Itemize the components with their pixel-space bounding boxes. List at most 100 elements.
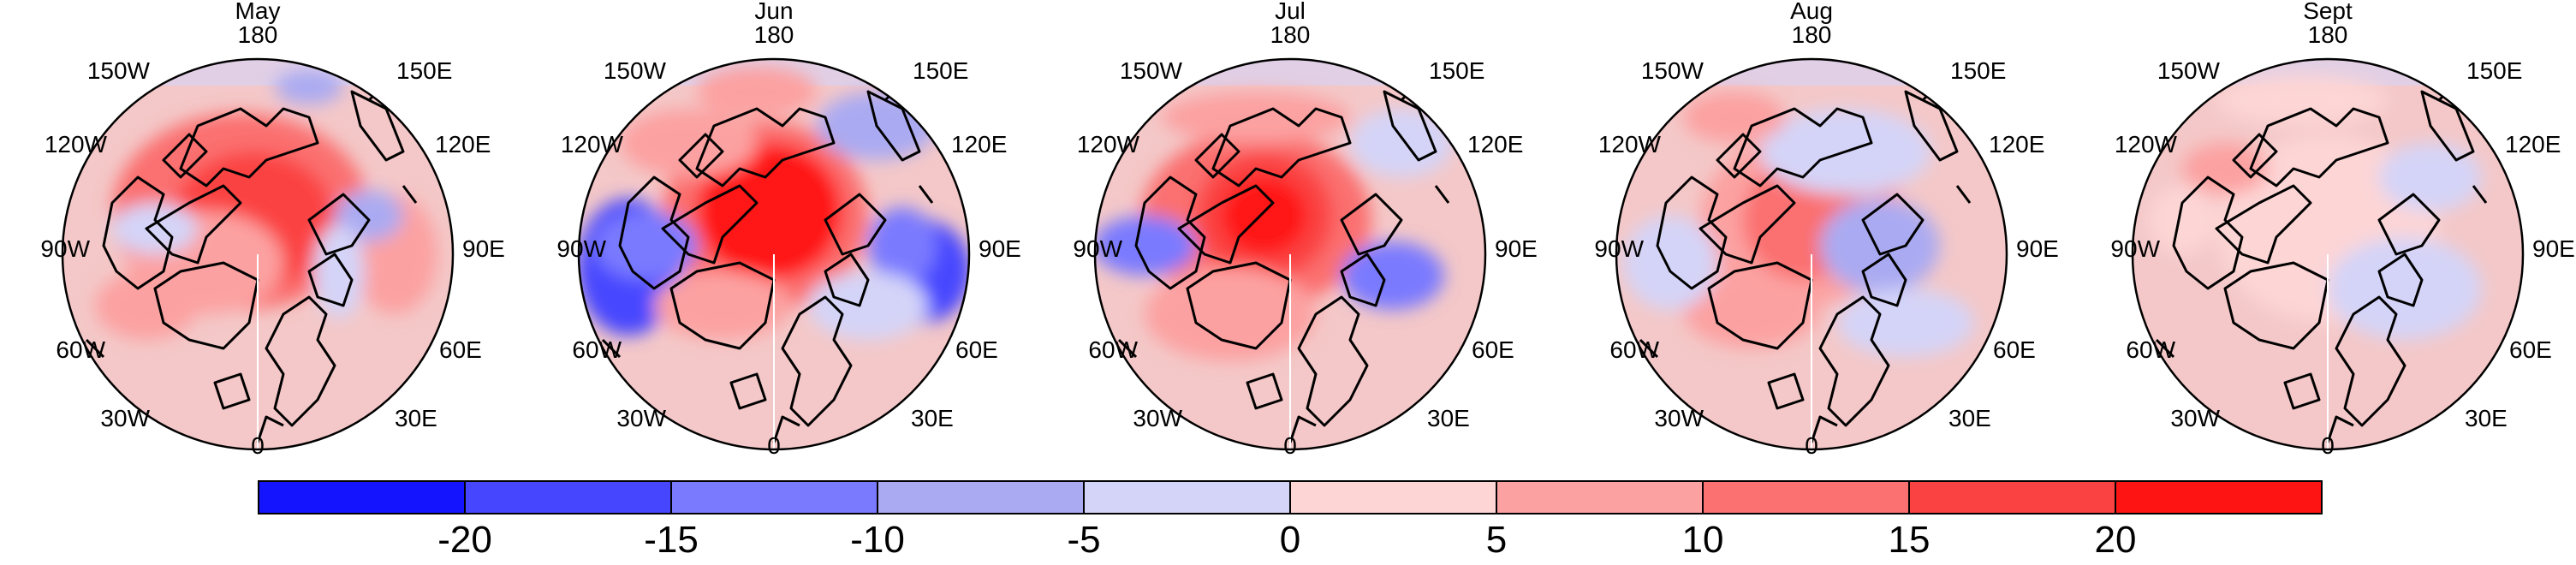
longitude-label-right: 90E bbox=[2532, 235, 2575, 262]
anomaly-blob bbox=[2182, 143, 2268, 194]
map-panel-aug: Aug 180 150W 150E 120W 120E 90W 90E 60W 60E 30W 30E… bbox=[1594, 0, 2130, 462]
coastlines bbox=[1117, 81, 1450, 443]
colorbar-tick-label: -20 bbox=[437, 519, 492, 561]
anomaly-blob bbox=[2216, 74, 2388, 126]
longitude-label-lower-left: 30W bbox=[2170, 405, 2220, 431]
maps-row: May 180 150W 150E 120W 120E 90W 90E 60W 60E 30W 30E… bbox=[40, 0, 2576, 462]
map-boundary bbox=[1093, 57, 1487, 451]
longitude-label-bottom: 0 bbox=[1283, 432, 1297, 459]
longitude-label-top: 180 bbox=[2308, 21, 2348, 48]
longitude-label-upper-left: 150W bbox=[87, 57, 151, 84]
anomaly-blob bbox=[2328, 237, 2482, 340]
anomaly-blob bbox=[1095, 216, 1196, 276]
longitude-label-top: 180 bbox=[238, 21, 278, 48]
map-panel-may: May 180 150W 150E 120W 120E 90W 90E 60W 60E 30W 30E… bbox=[40, 0, 576, 462]
colorbar-tick-label: 0 bbox=[1280, 519, 1300, 561]
colorbar-tick-label: -15 bbox=[644, 519, 699, 561]
map-panel-sept: Sept 180 150W 150E 120W 120E 90W 90E 60W 60E 30W 30… bbox=[2110, 0, 2576, 462]
longitude-label-upper-right: 150E bbox=[1950, 57, 2006, 84]
longitude-label-bottom: 0 bbox=[767, 432, 781, 459]
longitude-label-left: 90W bbox=[2110, 235, 2160, 262]
longitude-label-bottom: 0 bbox=[1805, 432, 1818, 459]
longitude-label-upper-right: 150E bbox=[913, 57, 968, 84]
longitude-label-upper-right: 150E bbox=[396, 57, 452, 84]
longitude-label-mid-lower-right: 60E bbox=[955, 336, 998, 363]
longitude-label-mid-lower-left: 60W bbox=[1609, 336, 1659, 363]
longitude-label-lower-left: 30W bbox=[1133, 405, 1182, 431]
longitude-label-bottom: 0 bbox=[251, 432, 265, 459]
longitude-label-top: 180 bbox=[1792, 21, 1832, 48]
anomaly-blob bbox=[697, 66, 817, 117]
longitude-label-lower-left: 30W bbox=[1654, 405, 1704, 431]
longitude-label-mid-upper-left: 120W bbox=[561, 131, 624, 158]
longitude-label-mid-upper-left: 120W bbox=[1598, 131, 1662, 158]
longitude-label-right: 90E bbox=[1495, 235, 1538, 262]
anomaly-blob bbox=[2148, 186, 2216, 254]
colorbar-tick-label: 5 bbox=[1486, 519, 1507, 561]
anomaly-blob bbox=[1820, 199, 1940, 293]
longitude-label-upper-left: 150W bbox=[2157, 57, 2221, 84]
colorbar-bin bbox=[1908, 480, 2116, 514]
colorbar-bin bbox=[1702, 480, 1910, 514]
longitude-label-top: 180 bbox=[754, 21, 794, 48]
anomaly-blob bbox=[654, 271, 791, 340]
longitude-label-mid-upper-right: 120E bbox=[1467, 131, 1523, 158]
panel-title: Sept bbox=[2303, 0, 2353, 24]
colorbar-bin bbox=[877, 480, 1085, 514]
longitude-label-mid-lower-right: 60E bbox=[439, 336, 482, 363]
map-boundary bbox=[577, 57, 971, 451]
longitude-label-mid-lower-left: 60W bbox=[1088, 336, 1138, 363]
map-boundary bbox=[1615, 57, 2008, 451]
coastlines bbox=[601, 81, 934, 443]
longitude-label-right: 90E bbox=[2016, 235, 2059, 262]
longitude-label-upper-left: 150W bbox=[1120, 57, 1183, 84]
longitude-label-mid-upper-right: 120E bbox=[1989, 131, 2044, 158]
colorbar-tick-label: -10 bbox=[850, 519, 905, 561]
map-boundary bbox=[61, 57, 455, 451]
map-panel-jun: Jun 180 150W 150E 120W 120E 90W 90E 60W 60E 30W 30E… bbox=[556, 0, 1092, 462]
longitude-label-left: 90W bbox=[1594, 235, 1644, 262]
anomaly-field bbox=[1095, 59, 1485, 449]
longitude-label-upper-right: 150E bbox=[2466, 57, 2522, 84]
colorbar-tick-label: 15 bbox=[1889, 519, 1931, 561]
longitude-label-mid-upper-right: 120E bbox=[435, 131, 491, 158]
longitude-label-upper-left: 150W bbox=[604, 57, 667, 84]
anomaly-blob bbox=[1222, 177, 1307, 254]
longitude-label-left: 90W bbox=[556, 235, 606, 262]
anomaly-blob bbox=[594, 211, 697, 280]
colorbar-tick-label: -5 bbox=[1067, 519, 1100, 561]
colorbar-bin bbox=[464, 480, 672, 514]
longitude-label-lower-right: 30E bbox=[1427, 405, 1470, 431]
panel-title: Jul bbox=[1275, 0, 1306, 24]
anomaly-blob bbox=[1342, 241, 1444, 310]
map-panel-jul: Jul 180 150W 150E 120W 120E 90W 90E 60W 60E 30W 30E… bbox=[1073, 0, 1609, 462]
longitude-label-mid-upper-left: 120W bbox=[1077, 131, 1140, 158]
anomaly-blob bbox=[95, 271, 198, 340]
anomaly-blob bbox=[1350, 109, 1453, 177]
anomaly-blob bbox=[808, 271, 928, 340]
longitude-label-top: 180 bbox=[1270, 21, 1311, 48]
colorbar-bin bbox=[258, 480, 466, 514]
longitude-label-right: 90E bbox=[462, 235, 505, 262]
colorbar-bin bbox=[1289, 480, 1497, 514]
anomaly-blob bbox=[1683, 92, 1786, 143]
anomaly-blob bbox=[868, 207, 937, 284]
longitude-label-mid-lower-right: 60E bbox=[2509, 336, 2552, 363]
longitude-label-mid-upper-left: 120W bbox=[45, 131, 108, 158]
panel-title: May bbox=[235, 0, 281, 24]
longitude-label-upper-left: 150W bbox=[1641, 57, 1704, 84]
longitude-label-mid-lower-left: 60W bbox=[56, 336, 105, 363]
longitude-label-lower-right: 30E bbox=[395, 405, 437, 431]
longitude-label-mid-lower-right: 60E bbox=[1472, 336, 1514, 363]
longitude-label-lower-left: 30W bbox=[616, 405, 666, 431]
colorbar-tick-label: 20 bbox=[2095, 519, 2137, 561]
panel-title: Aug bbox=[1790, 0, 1833, 24]
longitude-label-lower-left: 30W bbox=[100, 405, 150, 431]
anomaly-blob bbox=[620, 109, 757, 177]
colorbar-tick-label: 10 bbox=[1682, 519, 1724, 561]
longitude-label-mid-upper-right: 120E bbox=[2505, 131, 2561, 158]
